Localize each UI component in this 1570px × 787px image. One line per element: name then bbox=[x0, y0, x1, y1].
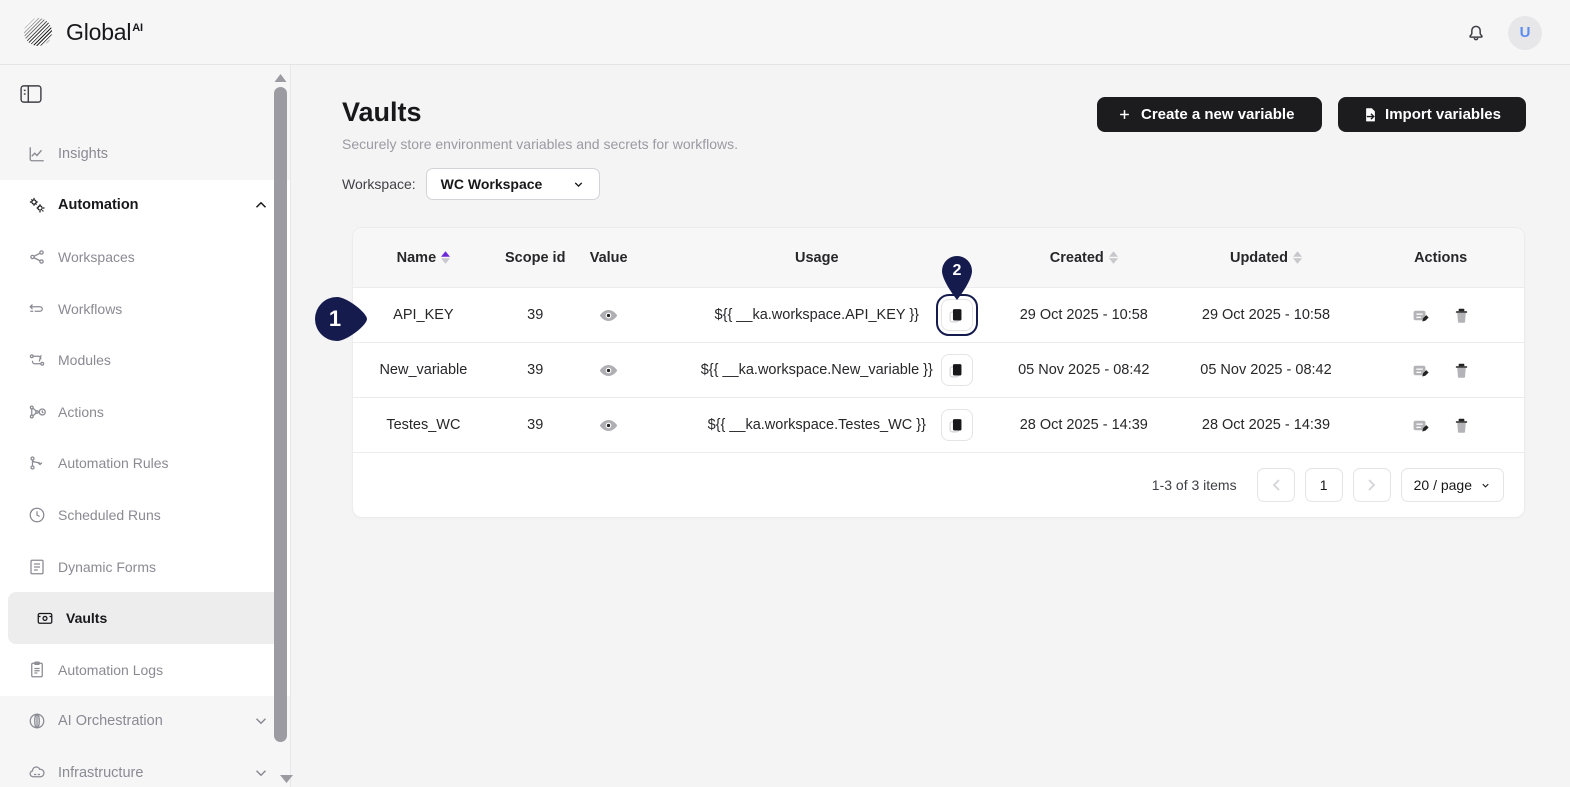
svg-text:2: 2 bbox=[952, 262, 961, 279]
svg-text:1: 1 bbox=[329, 306, 341, 331]
